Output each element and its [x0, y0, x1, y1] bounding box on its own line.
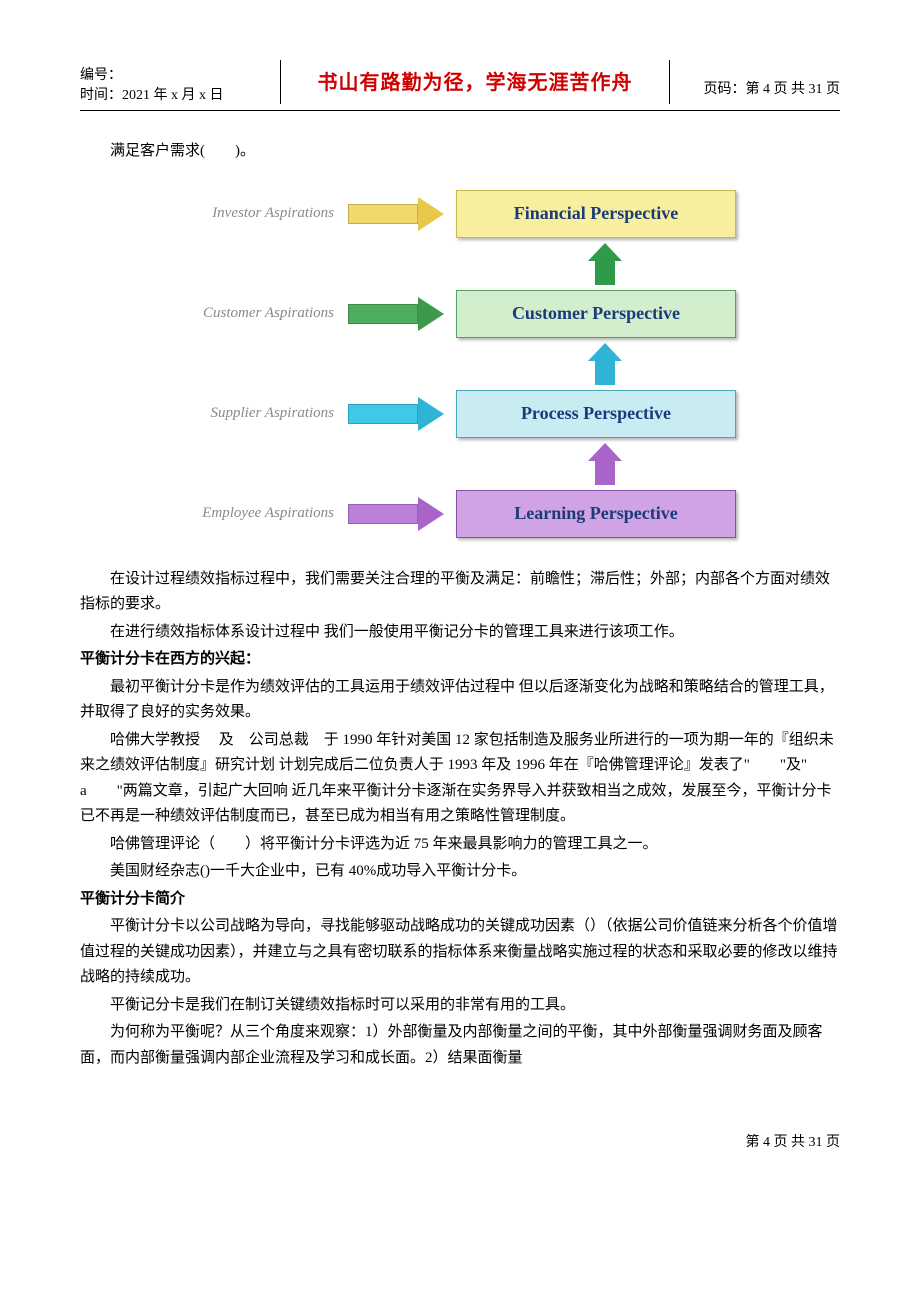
header-motto: 书山有路勤为径，学海无涯苦作舟	[318, 72, 633, 94]
header-left: 编号： 时间：2021 年 x 月 x 日	[80, 60, 280, 110]
arrow-right-icon	[348, 397, 448, 431]
arrow-right-icon	[348, 497, 448, 531]
arrow-up-icon	[588, 443, 622, 485]
para-9: 为何称为平衡呢？从三个角度来观察：1）外部衡量及内部衡量之间的平衡，其中外部衡量…	[80, 1020, 840, 1071]
arrow-up-icon	[588, 243, 622, 285]
diagram-connector	[140, 443, 840, 485]
perspective-box: Process Perspective	[456, 390, 736, 438]
diagram-row: Customer Aspirations Customer Perspective	[140, 285, 840, 343]
time-label: 时间：2021 年 x 月 x 日	[80, 84, 280, 104]
perspective-box: Financial Perspective	[456, 190, 736, 238]
para-2: 在进行绩效指标体系设计过程中 我们一般使用平衡记分卡的管理工具来进行该项工作。	[80, 620, 840, 646]
aspiration-label: Investor Aspirations	[140, 205, 340, 222]
subhead-2: 平衡计分卡简介	[80, 887, 840, 913]
perspective-box: Customer Perspective	[456, 290, 736, 338]
para-6: 美国财经杂志()一千大企业中，已有 40%成功导入平衡计分卡。	[80, 859, 840, 885]
arrow-right-icon	[348, 197, 448, 231]
aspiration-label: Customer Aspirations	[140, 305, 340, 322]
para-8: 平衡记分卡是我们在制订关键绩效指标时可以采用的非常有用的工具。	[80, 993, 840, 1019]
bsc-diagram: Investor Aspirations Financial Perspectiv…	[140, 185, 840, 543]
diagram-row: Supplier Aspirations Process Perspective	[140, 385, 840, 443]
para-7: 平衡计分卡以公司战略为导向，寻找能够驱动战略成功的关键成功因素（）（依据公司价值…	[80, 914, 840, 991]
arrow-up-icon	[588, 343, 622, 385]
header-right: 页码：第 4 页 共 31 页	[670, 60, 840, 110]
subhead-1: 平衡计分卡在西方的兴起：	[80, 647, 840, 673]
perspective-box: Learning Perspective	[456, 490, 736, 538]
diagram-connector	[140, 243, 840, 285]
diagram-connector	[140, 343, 840, 385]
para-3: 最初平衡计分卡是作为绩效评估的工具运用于绩效评估过程中 但以后逐渐变化为战略和策…	[80, 675, 840, 726]
arrow-right-icon	[348, 297, 448, 331]
page: 编号： 时间：2021 年 x 月 x 日 书山有路勤为径，学海无涯苦作舟 页码…	[0, 0, 920, 1191]
header-row: 编号： 时间：2021 年 x 月 x 日 书山有路勤为径，学海无涯苦作舟 页码…	[80, 60, 840, 111]
page-footer: 第 4 页 共 31 页	[80, 1131, 840, 1151]
serial-label: 编号：	[80, 64, 280, 84]
para-5: 哈佛管理评论（ ）将平衡计分卡评选为近 75 年来最具影响力的管理工具之一。	[80, 832, 840, 858]
diagram-row: Investor Aspirations Financial Perspectiv…	[140, 185, 840, 243]
header-mid: 书山有路勤为径，学海无涯苦作舟	[281, 60, 669, 110]
top-para: 满足客户需求( )。	[80, 139, 840, 165]
aspiration-label: Supplier Aspirations	[140, 405, 340, 422]
para-1: 在设计过程绩效指标过程中，我们需要关注合理的平衡及满足：前瞻性；滞后性；外部；内…	[80, 567, 840, 618]
para-4: 哈佛大学教授 及 公司总裁 于 1990 年针对美国 12 家包括制造及服务业所…	[80, 728, 840, 830]
aspiration-label: Employee Aspirations	[140, 505, 340, 522]
diagram-row: Employee Aspirations Learning Perspective	[140, 485, 840, 543]
